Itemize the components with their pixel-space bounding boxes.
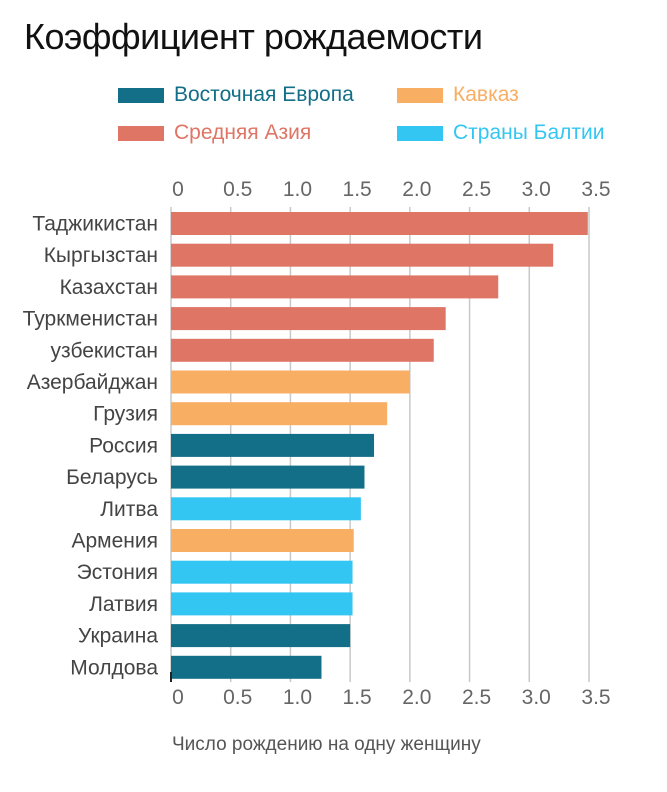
category-label: Туркменистан: [23, 308, 158, 331]
category-label: узбекистан: [51, 339, 158, 362]
bar: [171, 497, 361, 521]
legend-label: Страны Балтии: [453, 121, 605, 144]
legend-swatch: [118, 87, 164, 103]
bar: [171, 560, 353, 584]
x-tick-label-top: 0.5: [223, 178, 252, 201]
chart-title: Коэффициент рождаемости: [24, 16, 483, 57]
legend-swatch: [118, 125, 164, 141]
legend-label: Кавказ: [453, 83, 519, 106]
x-tick-label-top: 2.5: [462, 178, 491, 201]
legend-item-central-asia: Средняя Азия: [118, 121, 311, 145]
x-tick-label-top: 2.0: [402, 178, 431, 201]
x-tick-label-bottom: 2.0: [402, 686, 431, 709]
category-label: Украина: [78, 625, 158, 648]
x-tick-label-top: 1.0: [283, 178, 312, 201]
category-label: Беларусь: [66, 466, 158, 489]
bar: [171, 624, 351, 648]
bar: [171, 243, 554, 267]
x-tick-label-bottom: 3.5: [581, 686, 610, 709]
bar: [171, 433, 375, 457]
bar: [171, 402, 388, 426]
bar: [171, 307, 446, 331]
category-label: Азербайджан: [27, 371, 158, 394]
legend-swatch: [397, 87, 443, 103]
x-tick-label-bottom: 3.0: [522, 686, 551, 709]
legend-item-caucasus: Кавказ: [397, 83, 519, 107]
category-label: Эстония: [77, 561, 158, 584]
category-label: Литва: [100, 498, 158, 521]
bar: [171, 465, 365, 489]
x-axis-label: Число рождению на одну женщину: [172, 734, 481, 755]
x-tick-label-top: 3.5: [581, 178, 610, 201]
legend-label: Восточная Европа: [174, 83, 354, 106]
x-tick-label-top: 0: [172, 178, 184, 201]
x-tick-label-bottom: 1.0: [283, 686, 312, 709]
bar: [171, 655, 322, 679]
category-label: Таджикистан: [32, 213, 158, 236]
legend-item-eastern-europe: Восточная Европа: [118, 83, 354, 107]
category-label: Казахстан: [60, 276, 158, 299]
category-label: Грузия: [93, 403, 158, 426]
category-label: Латвия: [89, 593, 158, 616]
bar: [171, 592, 353, 616]
legend-label: Средняя Азия: [174, 121, 312, 144]
x-tick-label-bottom: 1.5: [343, 686, 372, 709]
legend-swatch: [397, 125, 443, 141]
category-label: Молдова: [70, 656, 158, 679]
x-tick-label-top: 1.5: [343, 178, 372, 201]
bar: [171, 370, 410, 394]
bar: [171, 338, 434, 362]
bar: [171, 275, 499, 299]
x-tick-label-top: 3.0: [522, 178, 551, 201]
category-label: Кыргызстан: [44, 244, 158, 267]
legend-item-baltic: Страны Балтии: [397, 121, 604, 145]
bar: [171, 529, 354, 552]
bar: [171, 212, 588, 235]
category-label: Россия: [89, 434, 158, 457]
x-tick-label-bottom: 0: [172, 686, 184, 709]
category-label: Армения: [71, 530, 158, 553]
x-tick-label-bottom: 0.5: [223, 686, 252, 709]
x-tick-label-bottom: 2.5: [462, 686, 491, 709]
